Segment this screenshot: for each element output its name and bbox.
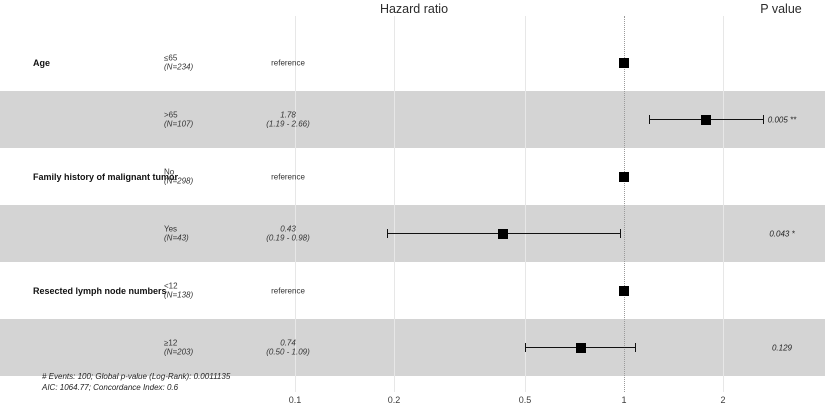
category-label: No (N=298) — [164, 167, 193, 186]
p-value-label: 0.129 — [771, 343, 793, 352]
n-label: (N=203) — [164, 347, 194, 357]
forest-marker — [619, 171, 629, 182]
forest-marker — [575, 342, 586, 353]
row-band — [0, 319, 825, 376]
footnote-line-events: # Events: 100; Global p-value (Log-Rank)… — [42, 372, 231, 381]
ci-cap-low — [648, 115, 650, 124]
ci-cap-low — [524, 343, 526, 352]
chart-title: Hazard ratio — [379, 2, 449, 16]
estimate-label: 0.74 (0.50 - 1.09) — [266, 338, 310, 357]
ci-label: (1.19 - 2.66) — [266, 119, 310, 129]
row-band — [0, 34, 825, 91]
x-tick-label: 0.5 — [518, 395, 532, 405]
estimate-label: reference — [271, 172, 305, 182]
n-label: (N=234) — [164, 62, 194, 72]
n-label: (N=138) — [164, 290, 194, 300]
x-tick-label: 0.1 — [288, 395, 302, 405]
x-tick-label: 2 — [720, 395, 726, 405]
estimate-label: reference — [271, 58, 305, 68]
category-label: >65 (N=107) — [164, 110, 193, 129]
gridline — [394, 16, 396, 392]
n-label: (N=298) — [164, 176, 194, 186]
footnote-line-aic: AIC: 1064.77; Concordance Index: 0.6 — [42, 383, 179, 392]
forest-marker — [701, 114, 712, 125]
level-label: >65 — [164, 110, 178, 119]
estimate-value: reference — [271, 57, 305, 67]
gridline — [524, 16, 526, 392]
ci-cap-high — [762, 115, 764, 124]
estimate-value: reference — [271, 285, 305, 295]
estimate-label: reference — [271, 286, 305, 296]
category-label: ≤65 (N=234) — [164, 53, 193, 72]
x-tick-label: 0.2 — [387, 395, 401, 405]
x-tick-label: 1 — [621, 395, 627, 405]
estimate-label: 0.43 (0.19 - 0.98) — [266, 224, 310, 243]
reference-dotted-line — [624, 16, 625, 392]
estimate-label: 1.78 (1.19 - 2.66) — [266, 110, 310, 129]
ci-cap-low — [386, 229, 388, 238]
level-label: ≥12 — [164, 338, 178, 347]
model-stats-footnote: # Events: 100; Global p-value (Log-Rank)… — [42, 371, 230, 393]
ci-label: (0.19 - 0.98) — [266, 233, 310, 243]
level-label: No — [164, 167, 175, 176]
gridline — [295, 16, 296, 392]
category-label: Yes (N=43) — [164, 224, 189, 243]
variable-label: Resected lymph node numbers — [33, 285, 167, 296]
category-label: ≥12 (N=203) — [164, 338, 193, 357]
gridline — [723, 16, 725, 392]
n-label: (N=107) — [164, 119, 194, 129]
n-label: (N=43) — [164, 233, 189, 243]
estimate-value: 1.78 — [280, 110, 296, 119]
ci-label: (0.50 - 1.09) — [266, 347, 310, 357]
ci-cap-high — [620, 229, 622, 238]
variable-label: Age — [33, 57, 51, 68]
pvalue-column-header: P value — [760, 2, 802, 16]
p-value-label: 0.043 * — [769, 229, 795, 238]
variable-label: Family history of malignant tumor — [33, 171, 179, 182]
estimate-value: reference — [271, 171, 305, 181]
estimate-value: 0.43 — [280, 224, 296, 233]
ci-cap-high — [635, 343, 637, 352]
forest-marker — [498, 228, 509, 239]
level-label: <12 — [164, 281, 178, 290]
category-label: <12 (N=138) — [164, 281, 193, 300]
forest-marker — [619, 285, 629, 296]
forest-marker — [619, 57, 629, 68]
level-label: ≤65 — [164, 53, 178, 62]
level-label: Yes — [164, 224, 178, 233]
estimate-value: 0.74 — [280, 338, 296, 347]
p-value-label: 0.005 ** — [767, 115, 797, 124]
